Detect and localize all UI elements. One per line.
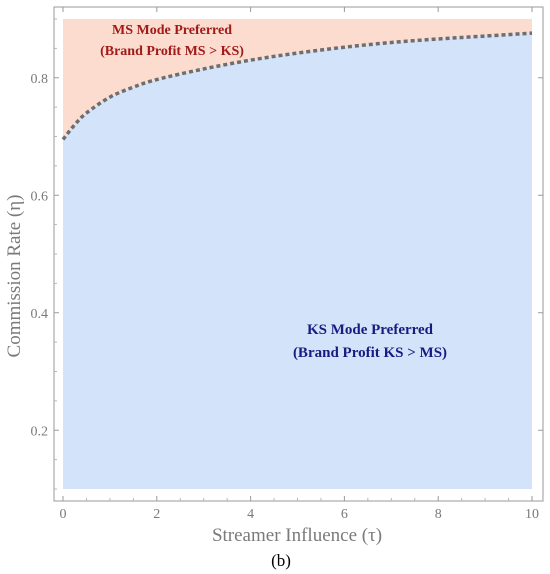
ks-region-label-line2: (Brand Profit KS > MS) (293, 345, 447, 361)
y-tick-label: 0.8 (31, 72, 49, 87)
x-axis-title: Streamer Influence (τ) (212, 525, 382, 546)
y-tick-label: 0.2 (31, 424, 49, 439)
ks-region-label-line1: KS Mode Preferred (307, 322, 434, 338)
x-tick-label: 8 (435, 507, 442, 522)
figure-caption: (b) (271, 551, 291, 570)
x-tick-label: 2 (153, 507, 160, 522)
ms-region-label-line2: (Brand Profit MS > KS) (100, 44, 244, 59)
ms-region-label-line1: MS Mode Preferred (112, 23, 232, 38)
x-tick-label: 10 (525, 507, 539, 522)
x-tick-label: 0 (60, 507, 67, 522)
plot-area (61, 19, 533, 489)
x-tick-label: 6 (341, 507, 348, 522)
boundary-curve (61, 31, 533, 141)
y-axis-title: Commission Rate (η) (4, 195, 25, 358)
axes: 0 2 4 6 8 10 0.2 0.4 0.6 0.8 (31, 6, 544, 522)
ms-region-fill (63, 19, 532, 140)
x-tick-label: 4 (247, 507, 254, 522)
y-tick-label: 0.6 (31, 189, 49, 204)
y-tick-label: 0.4 (31, 307, 49, 322)
ks-region-fill (63, 33, 532, 489)
